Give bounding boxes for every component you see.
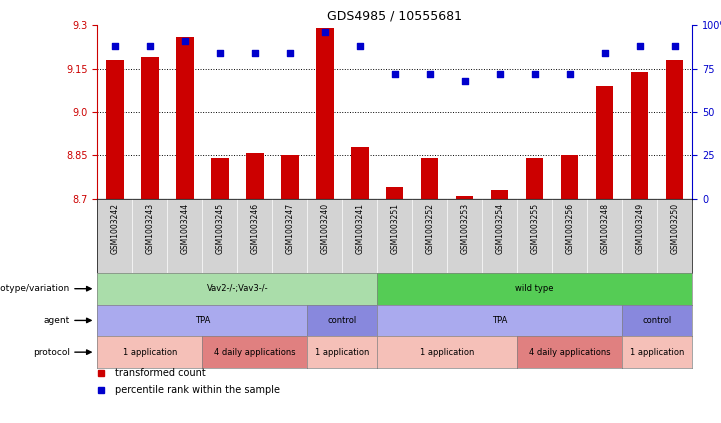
Text: GSM1003244: GSM1003244 <box>180 203 190 254</box>
Bar <box>596 86 614 199</box>
Point <box>529 71 541 77</box>
Point <box>354 43 366 49</box>
Text: transformed count: transformed count <box>115 368 206 378</box>
Bar <box>526 158 544 199</box>
Point <box>564 71 575 77</box>
Bar <box>176 37 193 199</box>
Text: GSM1003249: GSM1003249 <box>635 203 644 254</box>
Point <box>179 38 190 44</box>
Text: agent: agent <box>44 316 70 325</box>
Point <box>319 29 330 36</box>
Bar <box>106 60 123 199</box>
Text: GSM1003245: GSM1003245 <box>216 203 224 254</box>
Text: GSM1003250: GSM1003250 <box>670 203 679 254</box>
Text: percentile rank within the sample: percentile rank within the sample <box>115 385 280 396</box>
Bar <box>281 156 298 199</box>
Text: 1 application: 1 application <box>315 348 369 357</box>
Text: GSM1003240: GSM1003240 <box>320 203 329 254</box>
Text: TPA: TPA <box>195 316 210 325</box>
Text: GSM1003246: GSM1003246 <box>250 203 260 254</box>
Bar <box>351 147 368 199</box>
Text: GSM1003247: GSM1003247 <box>286 203 294 254</box>
Bar <box>246 153 264 199</box>
Bar <box>491 190 508 199</box>
Point <box>424 71 435 77</box>
Text: genotype/variation: genotype/variation <box>0 284 70 293</box>
Point <box>144 43 156 49</box>
Text: GSM1003248: GSM1003248 <box>600 203 609 253</box>
Text: 4 daily applications: 4 daily applications <box>529 348 611 357</box>
Bar <box>631 71 648 199</box>
Bar <box>141 57 159 199</box>
Point <box>669 43 681 49</box>
Point <box>284 50 296 57</box>
Bar <box>316 28 334 199</box>
Text: GSM1003242: GSM1003242 <box>110 203 120 253</box>
Text: GSM1003252: GSM1003252 <box>425 203 434 253</box>
Bar <box>666 60 684 199</box>
Point <box>494 71 505 77</box>
Point <box>109 43 120 49</box>
Text: control: control <box>327 316 357 325</box>
Text: 1 application: 1 application <box>630 348 684 357</box>
Text: 1 application: 1 application <box>420 348 474 357</box>
Text: GSM1003243: GSM1003243 <box>146 203 154 254</box>
Text: control: control <box>642 316 672 325</box>
Point <box>599 50 611 57</box>
Text: GSM1003253: GSM1003253 <box>460 203 469 254</box>
Text: 4 daily applications: 4 daily applications <box>214 348 296 357</box>
Point <box>459 77 471 84</box>
Text: wild type: wild type <box>516 284 554 293</box>
Text: 1 application: 1 application <box>123 348 177 357</box>
Text: GSM1003251: GSM1003251 <box>390 203 399 253</box>
Text: TPA: TPA <box>492 316 508 325</box>
Title: GDS4985 / 10555681: GDS4985 / 10555681 <box>327 10 462 23</box>
Point <box>214 50 226 57</box>
Text: protocol: protocol <box>33 348 70 357</box>
Bar <box>211 158 229 199</box>
Bar <box>386 187 404 199</box>
Text: GSM1003254: GSM1003254 <box>495 203 504 254</box>
Text: GSM1003241: GSM1003241 <box>355 203 364 253</box>
Text: Vav2-/-;Vav3-/-: Vav2-/-;Vav3-/- <box>206 284 268 293</box>
Text: GSM1003256: GSM1003256 <box>565 203 574 254</box>
Bar <box>561 156 578 199</box>
Bar <box>456 196 474 199</box>
Bar <box>421 158 438 199</box>
Point <box>634 43 645 49</box>
Text: GSM1003255: GSM1003255 <box>530 203 539 254</box>
Point <box>389 71 401 77</box>
Point <box>249 50 260 57</box>
